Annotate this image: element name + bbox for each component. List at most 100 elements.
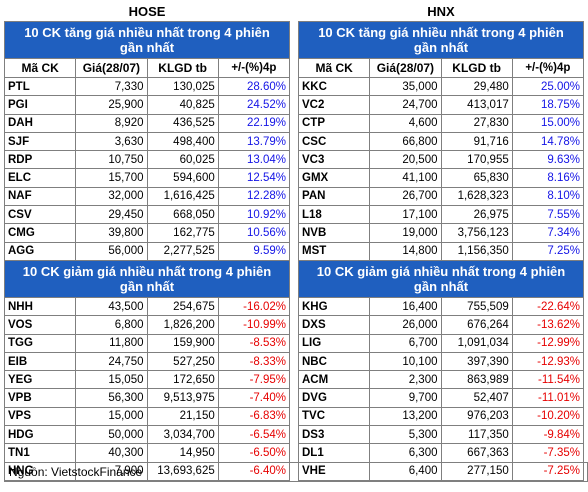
table-row: VHE 6,400 277,150 -7.25% <box>297 461 585 481</box>
stock-code: DAH <box>3 113 77 133</box>
change-cell: 28.60% <box>217 76 291 97</box>
price-cell: 32,000 <box>75 186 148 207</box>
table-row: VOS 6,800 1,826,200 -10.99% <box>3 315 291 335</box>
volume-cell: 755,509 <box>440 296 513 317</box>
column-header-change: +/-(%)4p <box>511 58 585 78</box>
price-cell: 9,700 <box>369 388 442 408</box>
table-row: NHH 43,500 254,675 -16.02% <box>3 296 291 317</box>
stock-table: 10 CK tăng giá nhiều nhất trong 4 phiên … <box>297 21 585 481</box>
stock-code: YEG <box>3 370 77 390</box>
column-header-price: Giá(28/07) <box>75 58 148 78</box>
stock-code: PAN <box>297 186 371 207</box>
change-cell: -6.54% <box>217 425 291 445</box>
price-cell: 40,300 <box>75 443 148 463</box>
change-cell: 15.00% <box>511 113 585 133</box>
price-cell: 6,400 <box>369 461 442 481</box>
stock-code: DS3 <box>297 425 371 445</box>
price-cell: 5,300 <box>369 425 442 445</box>
table-row: LIG 6,700 1,091,034 -12.99% <box>297 333 585 353</box>
table-row: SJF 3,630 498,400 13.79% <box>3 131 291 152</box>
market-column-hose: HOSE 10 CK tăng giá nhiều nhất trong 4 ph… <box>3 3 291 481</box>
losers-title: 10 CK giảm giá nhiều nhất trong 4 phiên … <box>4 259 290 298</box>
price-cell: 7,330 <box>75 76 148 97</box>
table-row: AGG 56,000 2,277,525 9.59% <box>3 241 291 261</box>
change-cell: 8.16% <box>511 168 585 188</box>
table-row: PTL 7,330 130,025 28.60% <box>3 76 291 97</box>
price-cell: 39,800 <box>75 223 148 243</box>
table-row: MST 14,800 1,156,350 7.25% <box>297 241 585 261</box>
volume-cell: 3,034,700 <box>146 425 219 445</box>
stock-code: VPB <box>3 388 77 408</box>
volume-cell: 1,091,034 <box>440 333 513 353</box>
price-cell: 15,050 <box>75 370 148 390</box>
price-cell: 14,800 <box>369 241 442 261</box>
table-row: DAH 8,920 436,525 22.19% <box>3 113 291 133</box>
volume-cell: 9,513,975 <box>146 388 219 408</box>
price-cell: 8,920 <box>75 113 148 133</box>
table-row: VC3 20,500 170,955 9.63% <box>297 150 585 170</box>
price-cell: 50,000 <box>75 425 148 445</box>
change-cell: -11.01% <box>511 388 585 408</box>
source-note: Nguồn: VietstockFinance <box>4 462 588 482</box>
change-cell: -7.40% <box>217 388 291 408</box>
change-cell: 22.19% <box>217 113 291 133</box>
stock-code: KHG <box>297 296 371 317</box>
price-cell: 13,200 <box>369 406 442 427</box>
change-cell: -13.62% <box>511 315 585 335</box>
table-row: KKC 35,000 29,480 25.00% <box>297 76 585 97</box>
table-row: ACM 2,300 863,989 -11.54% <box>297 370 585 390</box>
table-row: RDP 10,750 60,025 13.04% <box>3 150 291 170</box>
price-cell: 3,630 <box>75 131 148 152</box>
volume-cell: 1,616,425 <box>146 186 219 207</box>
table-row: KHG 16,400 755,509 -22.64% <box>297 296 585 317</box>
change-cell: -6.40% <box>217 461 291 481</box>
change-cell: 18.75% <box>511 95 585 115</box>
price-cell: 26,700 <box>369 186 442 207</box>
volume-cell: 130,025 <box>146 76 219 97</box>
stock-table: 10 CK tăng giá nhiều nhất trong 4 phiên … <box>3 21 291 481</box>
losers-section-header: 10 CK giảm giá nhiều nhất trong 4 phiên … <box>298 259 584 298</box>
stock-code: EIB <box>3 351 77 372</box>
losers-title: 10 CK giảm giá nhiều nhất trong 4 phiên … <box>298 259 584 298</box>
stock-code: VC2 <box>297 95 371 115</box>
stock-code: NBC <box>297 351 371 372</box>
stock-code: TGG <box>3 333 77 353</box>
price-cell: 15,000 <box>75 406 148 427</box>
volume-cell: 159,900 <box>146 333 219 353</box>
table-row: DVG 9,700 52,407 -11.01% <box>297 388 585 408</box>
price-cell: 6,800 <box>75 315 148 335</box>
change-cell: 12.28% <box>217 186 291 207</box>
column-header-row: Mã CK Giá(28/07) KLGD tb +/-(%)4p <box>297 58 585 78</box>
volume-cell: 60,025 <box>146 150 219 170</box>
gainers-title: 10 CK tăng giá nhiều nhất trong 4 phiên … <box>298 21 584 59</box>
volume-cell: 498,400 <box>146 131 219 152</box>
stock-code: DVG <box>297 388 371 408</box>
table-row: PGI 25,900 40,825 24.52% <box>3 95 291 115</box>
change-cell: 9.59% <box>217 241 291 261</box>
losers-section-header: 10 CK giảm giá nhiều nhất trong 4 phiên … <box>4 259 290 298</box>
price-cell: 2,300 <box>369 370 442 390</box>
stock-code: DL1 <box>297 443 371 463</box>
price-cell: 24,750 <box>75 351 148 372</box>
change-cell: -6.50% <box>217 443 291 463</box>
column-header-code: Mã CK <box>297 58 371 78</box>
column-header-row: Mã CK Giá(28/07) KLGD tb +/-(%)4p <box>3 58 291 78</box>
volume-cell: 26,975 <box>440 205 513 225</box>
volume-cell: 65,830 <box>440 168 513 188</box>
price-cell: 10,750 <box>75 150 148 170</box>
table-row: CTP 4,600 27,830 15.00% <box>297 113 585 133</box>
stock-code: LIG <box>297 333 371 353</box>
volume-cell: 29,480 <box>440 76 513 97</box>
price-cell: 24,700 <box>369 95 442 115</box>
price-cell: 16,400 <box>369 296 442 317</box>
table-row: ELC 15,700 594,600 12.54% <box>3 168 291 188</box>
column-header-code: Mã CK <box>3 58 77 78</box>
change-cell: -6.83% <box>217 406 291 427</box>
volume-cell: 397,390 <box>440 351 513 372</box>
volume-cell: 91,716 <box>440 131 513 152</box>
gainers-section-header: 10 CK tăng giá nhiều nhất trong 4 phiên … <box>298 21 584 59</box>
price-cell: 43,500 <box>75 296 148 317</box>
table-row: CSV 29,450 668,050 10.92% <box>3 205 291 225</box>
stock-code: HDG <box>3 425 77 445</box>
volume-cell: 21,150 <box>146 406 219 427</box>
